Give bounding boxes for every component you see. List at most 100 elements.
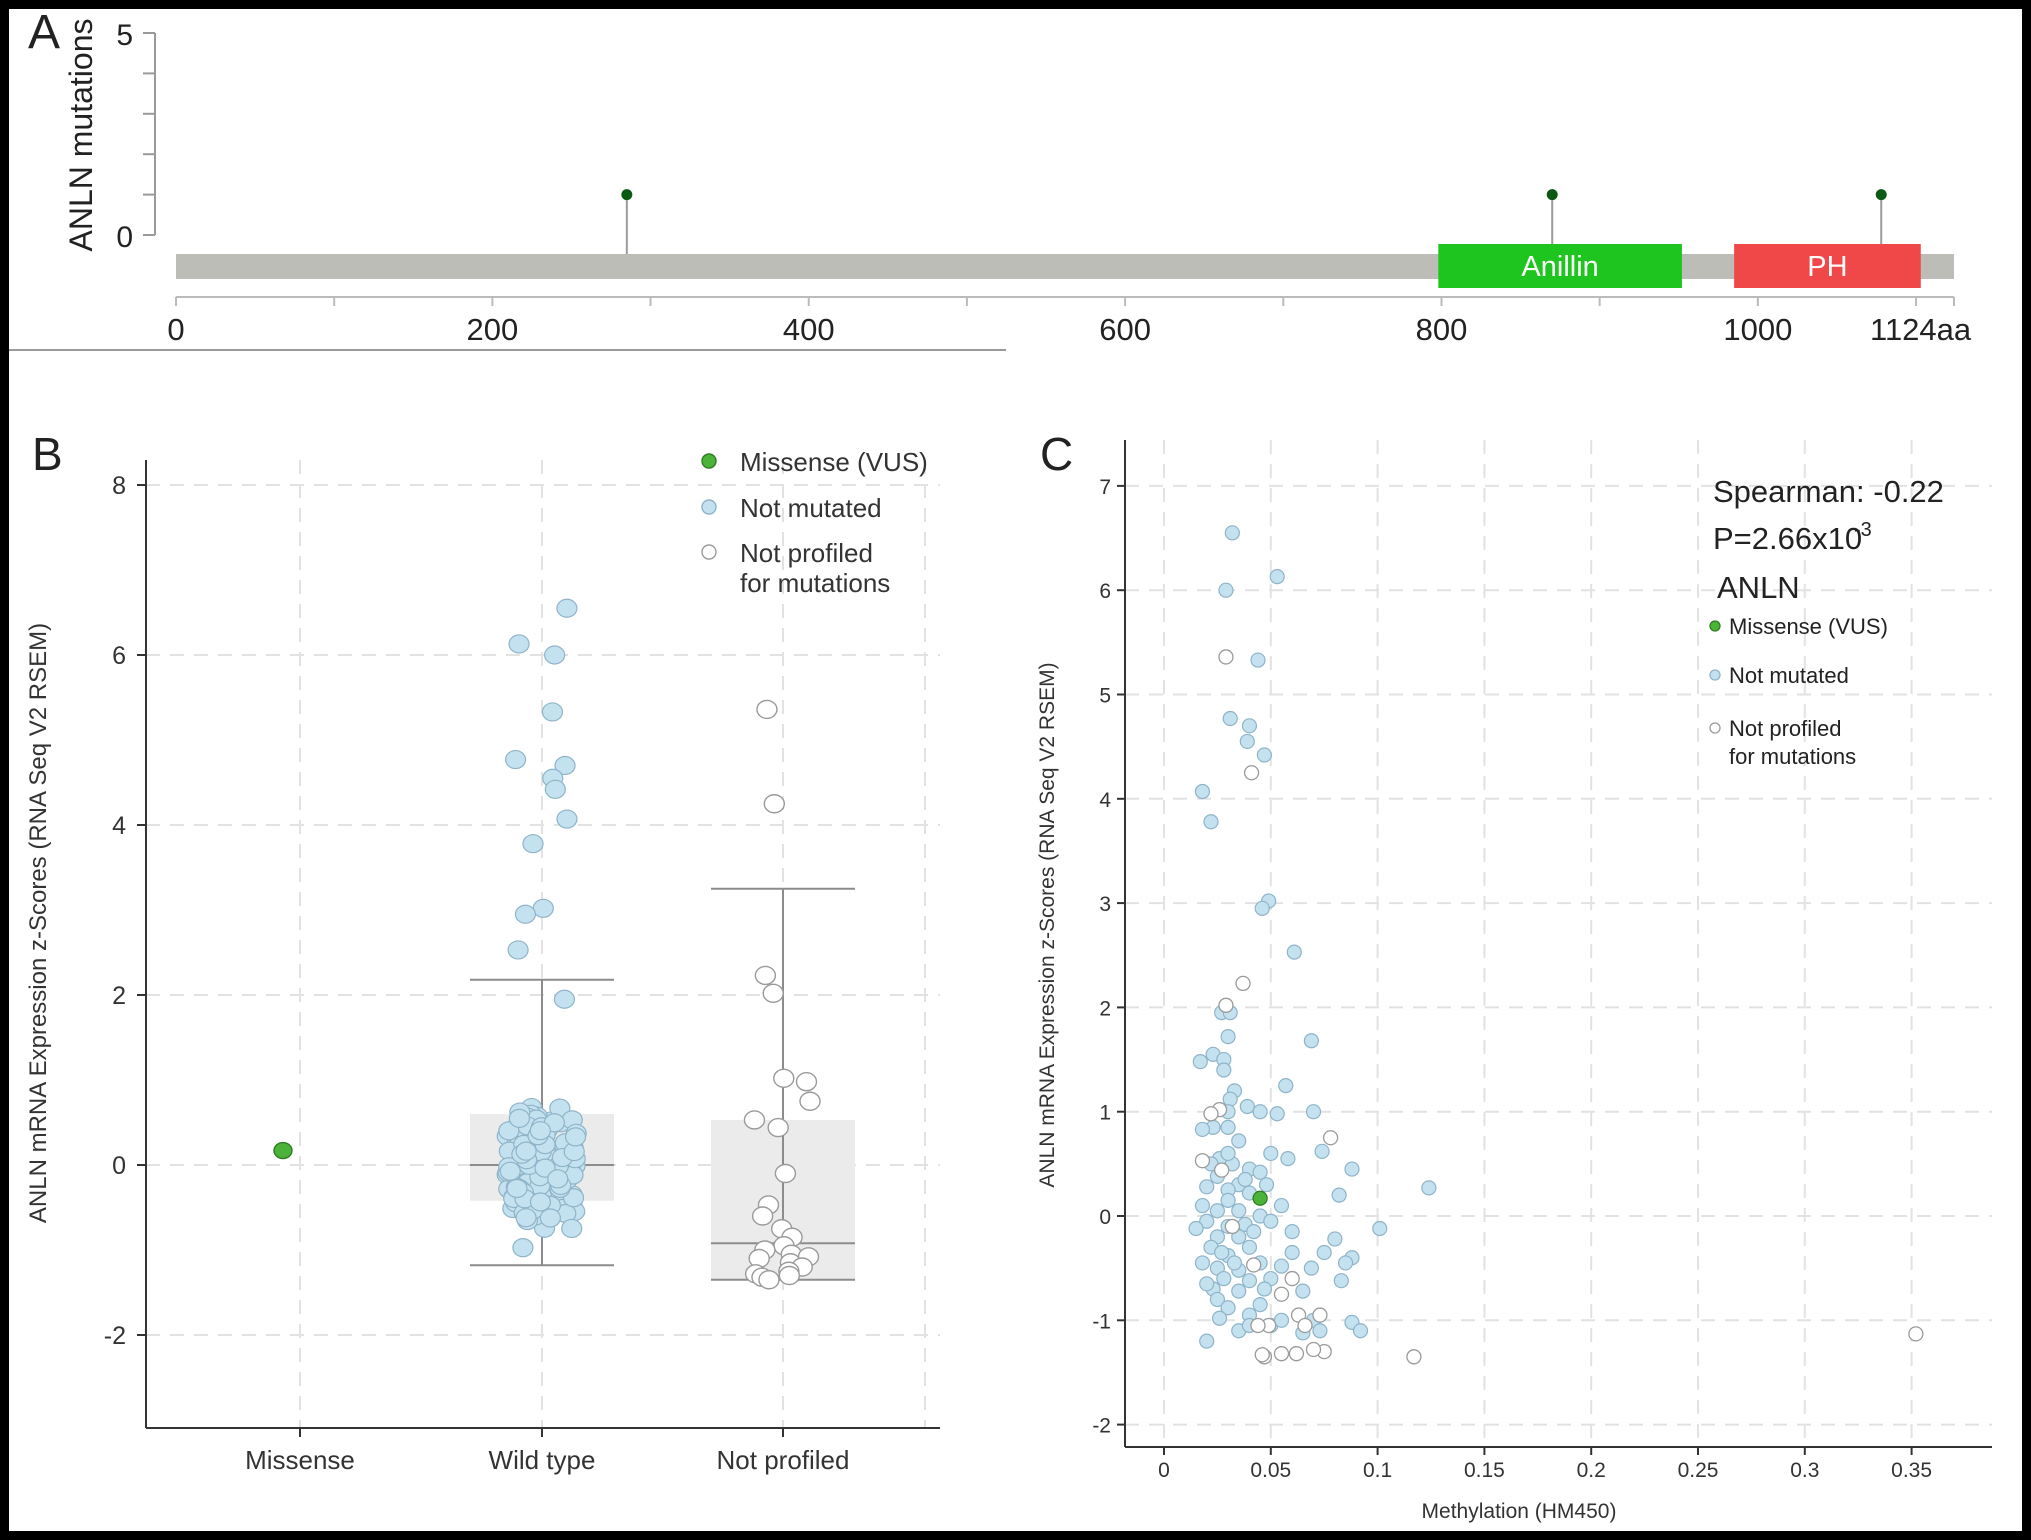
not-mutated-point <box>1254 900 1270 916</box>
not-mutated-point <box>554 755 576 776</box>
not-mutated-point <box>1372 1220 1388 1237</box>
not-mutated-point <box>1303 1033 1319 1049</box>
panel-a-x-tick-label: 400 <box>783 312 835 347</box>
not-mutated-point <box>1209 1291 1226 1308</box>
not-mutated-point <box>512 1238 534 1258</box>
not-mutated-point <box>1280 1151 1296 1167</box>
not-mutated-point <box>1303 1260 1319 1276</box>
not-mutated-point <box>522 834 544 854</box>
not-mutated-point <box>507 940 529 960</box>
not-mutated-point <box>1314 1143 1330 1159</box>
panel-b-y-tick-label: 6 <box>112 642 126 670</box>
not-mutated-point <box>1218 582 1234 598</box>
panel-c-x-tick-label: 0.35 <box>1891 1459 1932 1482</box>
not-mutated-point <box>1316 1244 1332 1261</box>
not-profiled-point <box>1214 1162 1230 1178</box>
not-mutated-point <box>1194 1121 1211 1138</box>
panel-c-x-tick-label: 0.05 <box>1250 1459 1291 1482</box>
not-profiled-point <box>1194 1153 1211 1169</box>
not-mutated-point <box>541 702 564 722</box>
not-mutated-point <box>1199 1213 1215 1229</box>
spearman-annotation: Spearman: -0.22 <box>1713 474 1944 509</box>
panel-a-x-tick-label: 0 <box>167 312 184 347</box>
panel-a-y-tick-label: 0 <box>116 221 133 254</box>
not-mutated-point <box>547 1169 569 1189</box>
missense-point <box>1252 1190 1268 1206</box>
panel-a-x-tick-label: 1000 <box>1723 312 1792 347</box>
panel-a-x-tick-label: 1124aa <box>1870 312 1972 347</box>
not-mutated-point <box>1214 1244 1230 1261</box>
not-mutated-point <box>1231 1283 1247 1299</box>
panel-a-plot: 0 5 ANLN mutations Anillin PH 0 200 400 600 800 10… <box>63 19 1972 347</box>
not-mutated-point <box>1237 1171 1253 1188</box>
panel-c-y-tick-label: 6 <box>1099 580 1111 603</box>
not-mutated-point <box>1239 1098 1255 1115</box>
panel-b-y-tick-label: -2 <box>104 1322 126 1350</box>
p-value-exponent: -3 <box>1854 519 1872 541</box>
panel-b-x-tick-label: Missense <box>245 1445 355 1475</box>
not-mutated-point <box>1216 1270 1232 1287</box>
not-mutated-point <box>1231 1133 1247 1149</box>
missense-point <box>273 1141 293 1160</box>
panel-c-y-tick-label: -1 <box>1092 1310 1111 1333</box>
not-profiled-point <box>1273 1346 1290 1362</box>
panel-a-x-tick-label: 600 <box>1099 312 1151 347</box>
not-mutated-point <box>506 1178 528 1199</box>
not-profiled-point <box>1273 1286 1290 1302</box>
not-mutated-point <box>1252 1297 1268 1313</box>
not-mutated-point <box>504 749 527 770</box>
panel-c-plot: -2 -1 0 1 2 3 4 5 6 7 0 0.05 0.1 0.15 0.2 0.25 0.3 0.35 Me… <box>1036 440 1992 1523</box>
legend-label-not-mutated: Not mutated <box>740 493 882 523</box>
panel-c-legend: Missense (VUS) Not mutated Not profiled for… <box>1709 614 1888 769</box>
not-profiled-point <box>799 1091 821 1111</box>
not-mutated-point <box>1295 1283 1311 1299</box>
not-mutated-point <box>514 904 537 924</box>
not-mutated-point <box>1269 1106 1285 1122</box>
not-mutated-point <box>1273 1197 1290 1214</box>
not-profiled-point <box>1297 1317 1313 1334</box>
panel-a-y-label: ANLN mutations <box>63 19 99 252</box>
panel-c-y-tick-label: 2 <box>1099 997 1111 1020</box>
panel-c-y-tick-label: 4 <box>1099 789 1111 812</box>
not-mutated-point <box>1246 1224 1262 1240</box>
not-mutated-point <box>1241 1273 1258 1289</box>
p-value-annotation: P=2.66x10 <box>1713 521 1862 556</box>
not-profiled-point <box>1288 1346 1305 1362</box>
panel-c-y-tick-label: 7 <box>1099 476 1111 499</box>
not-mutated-point <box>1331 1187 1347 1203</box>
not-mutated-point <box>539 1208 561 1228</box>
not-profiled-point <box>758 1270 780 1290</box>
not-mutated-point <box>1203 814 1219 830</box>
domain-ph <box>1734 244 1921 288</box>
not-mutated-point <box>1250 652 1266 668</box>
not-mutated-point <box>508 634 530 654</box>
not-profiled-point <box>762 983 784 1003</box>
not-mutated-point <box>1273 1312 1290 1328</box>
not-mutated-point <box>564 1127 587 1147</box>
not-profiled-point <box>795 1071 818 1092</box>
not-mutated-point <box>1263 1145 1279 1162</box>
panel-b-y-tick-label: 2 <box>112 982 126 1010</box>
not-mutated-point <box>1239 733 1255 750</box>
panel-c-y-tick-label: -2 <box>1092 1415 1111 1438</box>
legend-label-missense: Missense (VUS) <box>1729 614 1888 639</box>
not-mutated-point <box>1269 569 1285 585</box>
not-mutated-point <box>1327 1231 1343 1247</box>
panel-b-y-tick-label: 8 <box>112 472 126 500</box>
panel-b-y-label: ANLN mRNA Expression z-Scores (RNA Seq V… <box>25 623 52 1223</box>
not-mutated-point <box>1252 1104 1268 1120</box>
not-mutated-point <box>1220 1192 1236 1208</box>
legend-marker-not-mutated <box>1709 669 1721 681</box>
not-mutated-point <box>1258 1177 1275 1193</box>
not-mutated-point <box>1222 710 1238 727</box>
legend-label-missense: Missense (VUS) <box>740 447 928 477</box>
not-mutated-point <box>1344 1161 1360 1177</box>
panel-c-x-tick-label: 0.25 <box>1678 1459 1719 1482</box>
not-mutated-point <box>1337 1255 1354 1271</box>
not-mutated-point <box>529 1121 551 1141</box>
not-mutated-point <box>1256 747 1272 763</box>
not-mutated-point <box>553 989 576 1009</box>
not-mutated-point <box>532 898 554 918</box>
not-profiled-point <box>774 1163 797 1184</box>
